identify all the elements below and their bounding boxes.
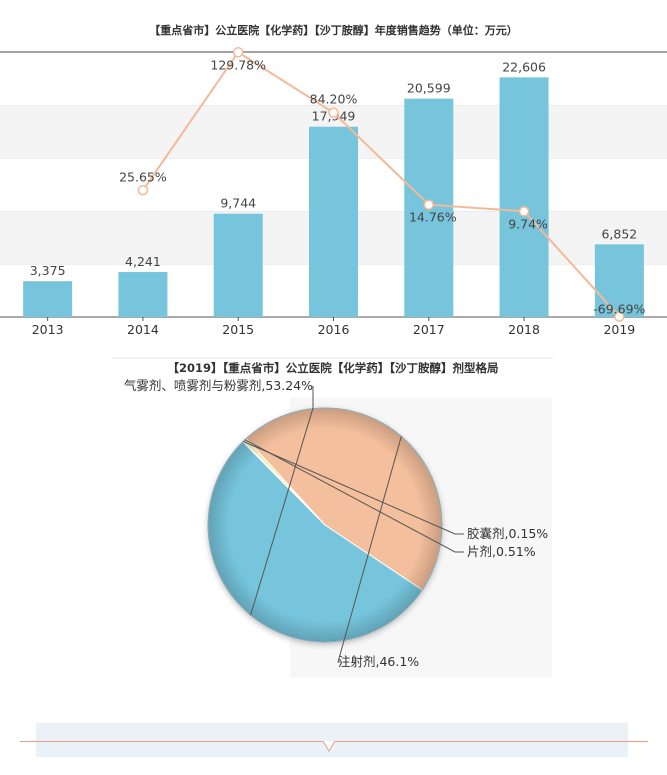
pie-leader-1: [242, 440, 464, 535]
pie-leader-0: [250, 386, 314, 616]
growth-label-2017: 14.76%: [409, 210, 457, 225]
bar-2015: [213, 213, 263, 317]
bar-label-2014: 4,241: [125, 254, 161, 269]
growth-label-2019: -69.69%: [593, 302, 645, 317]
pie-label-1: 胶囊剂,0.15%: [467, 526, 548, 541]
growth-point-2017: [423, 199, 435, 210]
x-tick-label-2015: 2015: [222, 322, 254, 337]
growth-point-2016: [328, 107, 339, 118]
bar-chart-title: 【重点省市】公立医院【化学药】【沙丁胺醇】年度销售趋势（单位：万元）: [149, 24, 518, 37]
x-tick-label-2016: 2016: [318, 322, 350, 337]
growth-line: [142, 50, 621, 318]
bar-2018: [499, 77, 549, 317]
bar-label-2013: 3,375: [30, 263, 66, 278]
x-tick-label-2019: 2019: [603, 322, 635, 337]
pie-chart-title: 【2019】【重点省市】公立医院【化学药】【沙丁胺醇】剂型格局: [167, 361, 499, 375]
x-tick-label-2013: 2013: [32, 322, 64, 337]
bar-label-2019: 6,852: [601, 226, 637, 241]
growth-point-2018: [518, 206, 530, 217]
pie-leader-3: [337, 436, 402, 663]
x-tick-label-2018: 2018: [508, 322, 540, 337]
bar-chart: 3,3754,2419,74417,94920,59922,6066,85220…: [0, 47, 667, 337]
pie-leader-2: [244, 439, 464, 553]
growth-label-2014: 25.65%: [119, 169, 167, 184]
bar-2013: [23, 281, 73, 317]
pie-label-2: 片剂,0.51%: [467, 544, 536, 559]
pie-chart: 气雾剂、喷雾剂与粉雾剂,53.24% 胶囊剂,0.15% 片剂,0.51% 注射剂,4…: [113, 357, 553, 669]
bar-label-2015: 9,744: [220, 196, 256, 211]
growth-point-2019: [614, 311, 625, 322]
pie-outline: [207, 407, 443, 643]
footer-banner: [36, 723, 628, 757]
bar-2016: [309, 126, 358, 317]
footer-notch-icon: [322, 741, 336, 752]
growth-point-2015: [232, 47, 244, 58]
growth-label-2018: 9.74%: [508, 216, 548, 231]
x-tick-label-2017: 2017: [413, 322, 445, 337]
bar-2014: [118, 272, 168, 317]
growth-label-2016: 84.20%: [310, 92, 358, 107]
x-tick-label-2014: 2014: [127, 322, 159, 337]
grid-band: [0, 52, 667, 105]
growth-point-2014: [137, 185, 149, 196]
bar-2019: [594, 244, 644, 317]
pie-edge-shading: [208, 408, 442, 642]
bar-label-2018: 22,606: [502, 59, 546, 74]
bar-label-2017: 20,599: [407, 81, 451, 96]
pie-label-3: 注射剂,46.1%: [338, 654, 419, 669]
growth-label-2015: 129.78%: [210, 57, 266, 72]
pie-label-0: 气雾剂、喷雾剂与粉雾剂,53.24%: [124, 378, 313, 393]
